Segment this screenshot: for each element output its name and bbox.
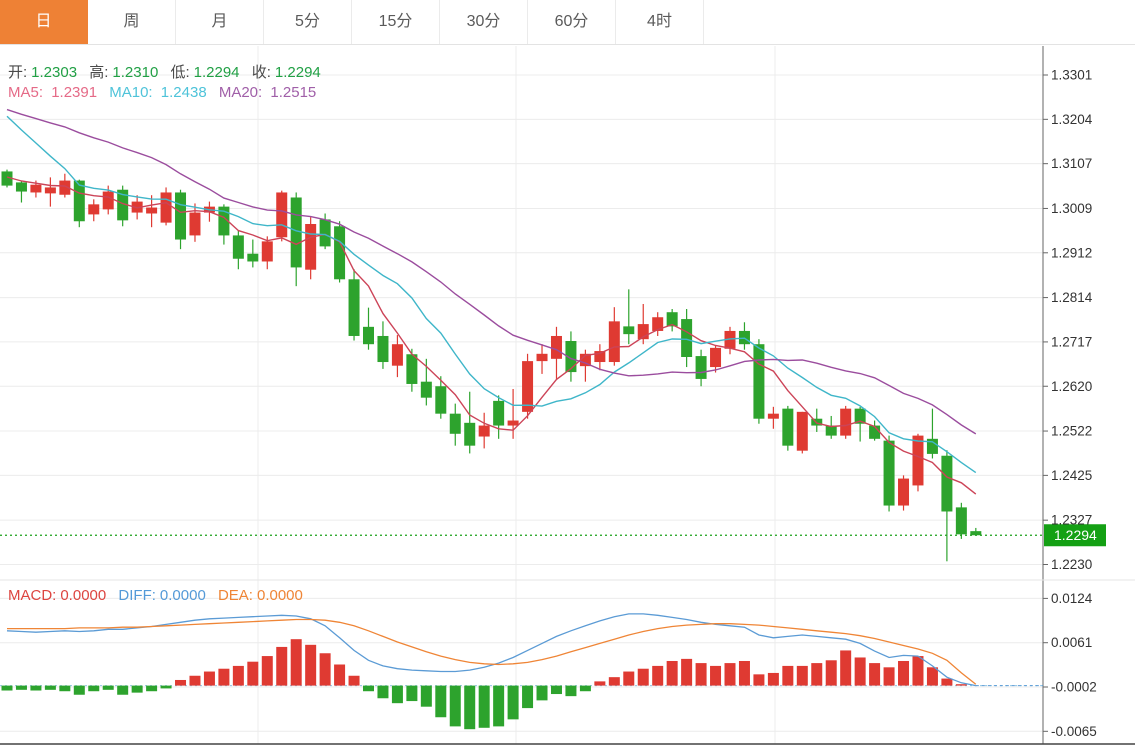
dea-value: 0.0000 <box>256 587 303 604</box>
svg-text:-0.0002: -0.0002 <box>1051 680 1097 695</box>
high-label: 高: <box>89 64 109 81</box>
ma-readout: MA5: 1.2391 MA10: 1.2438 MA20: 1.2515 <box>8 84 324 101</box>
close-value: 1.2294 <box>274 64 321 81</box>
y-axis: 1.3301 1.3204 1.3107 1.3009 1.2912 1.2814 1.27… <box>0 46 1135 745</box>
low-label: 低: <box>170 64 190 81</box>
svg-text:0.0124: 0.0124 <box>1051 591 1093 606</box>
macd-label: MACD: <box>8 587 57 604</box>
tab-15min[interactable]: 15分 <box>352 0 440 44</box>
ma10-label: MA10: <box>109 84 153 101</box>
macd-readout: MACD: 0.0000 DIFF: 0.0000 DEA: 0.0000 <box>8 587 311 604</box>
svg-text:-0.0065: -0.0065 <box>1051 724 1097 739</box>
ma10-line <box>6 115 977 474</box>
timeframe-toolbar: 日 周 月 5分 15分 30分 60分 4时 <box>0 0 1135 45</box>
diff-label: DIFF: <box>118 587 156 604</box>
open-value: 1.2303 <box>31 64 78 81</box>
svg-text:1.3204: 1.3204 <box>1051 112 1093 127</box>
svg-text:1.3009: 1.3009 <box>1051 201 1092 216</box>
candlestick-series <box>1 169 982 562</box>
tab-60min[interactable]: 60分 <box>528 0 616 44</box>
svg-text:1.3107: 1.3107 <box>1051 156 1092 171</box>
ma5-line <box>6 176 977 495</box>
close-label: 收: <box>251 64 271 81</box>
svg-text:1.3301: 1.3301 <box>1051 68 1092 83</box>
diff-line <box>6 613 976 687</box>
svg-text:1.2294: 1.2294 <box>1054 527 1097 543</box>
tab-30min[interactable]: 30分 <box>440 0 528 44</box>
macd-histogram <box>1 639 967 730</box>
price-tag: 1.2294 <box>1044 524 1106 547</box>
svg-text:1.2230: 1.2230 <box>1051 557 1092 572</box>
ma20-line <box>6 108 977 435</box>
svg-text:1.2717: 1.2717 <box>1051 334 1092 349</box>
tab-4hour[interactable]: 4时 <box>616 0 704 44</box>
svg-text:1.2327: 1.2327 <box>1051 513 1092 528</box>
ma5-label: MA5: <box>8 84 44 101</box>
svg-text:1.2620: 1.2620 <box>1051 379 1092 394</box>
svg-text:1.2814: 1.2814 <box>1051 290 1093 305</box>
svg-text:0.0061: 0.0061 <box>1051 635 1092 650</box>
diff-value: 0.0000 <box>159 587 206 604</box>
ma20-value: 1.2515 <box>270 84 317 101</box>
ohlc-readout: 开: 1.2303 高: 1.2310 低: 1.2294 收: 1.2294 <box>8 61 329 82</box>
tab-day[interactable]: 日 <box>0 0 88 44</box>
svg-text:1.2522: 1.2522 <box>1051 424 1092 439</box>
dea-label: DEA: <box>217 587 253 604</box>
high-value: 1.2310 <box>112 64 159 81</box>
svg-text:1.2425: 1.2425 <box>1051 468 1092 483</box>
open-label: 开: <box>8 64 28 81</box>
tab-month[interactable]: 月 <box>176 0 264 44</box>
svg-text:1.2912: 1.2912 <box>1051 245 1092 260</box>
gridlines <box>0 46 1043 744</box>
dea-line <box>7 618 977 685</box>
tab-5min[interactable]: 5分 <box>264 0 352 44</box>
ma5-value: 1.2391 <box>51 84 98 101</box>
tab-week[interactable]: 周 <box>88 0 176 44</box>
macd-value: 0.0000 <box>60 587 107 604</box>
low-value: 1.2294 <box>193 64 240 81</box>
ma20-label: MA20: <box>218 84 263 101</box>
ma10-value: 1.2438 <box>160 84 207 101</box>
